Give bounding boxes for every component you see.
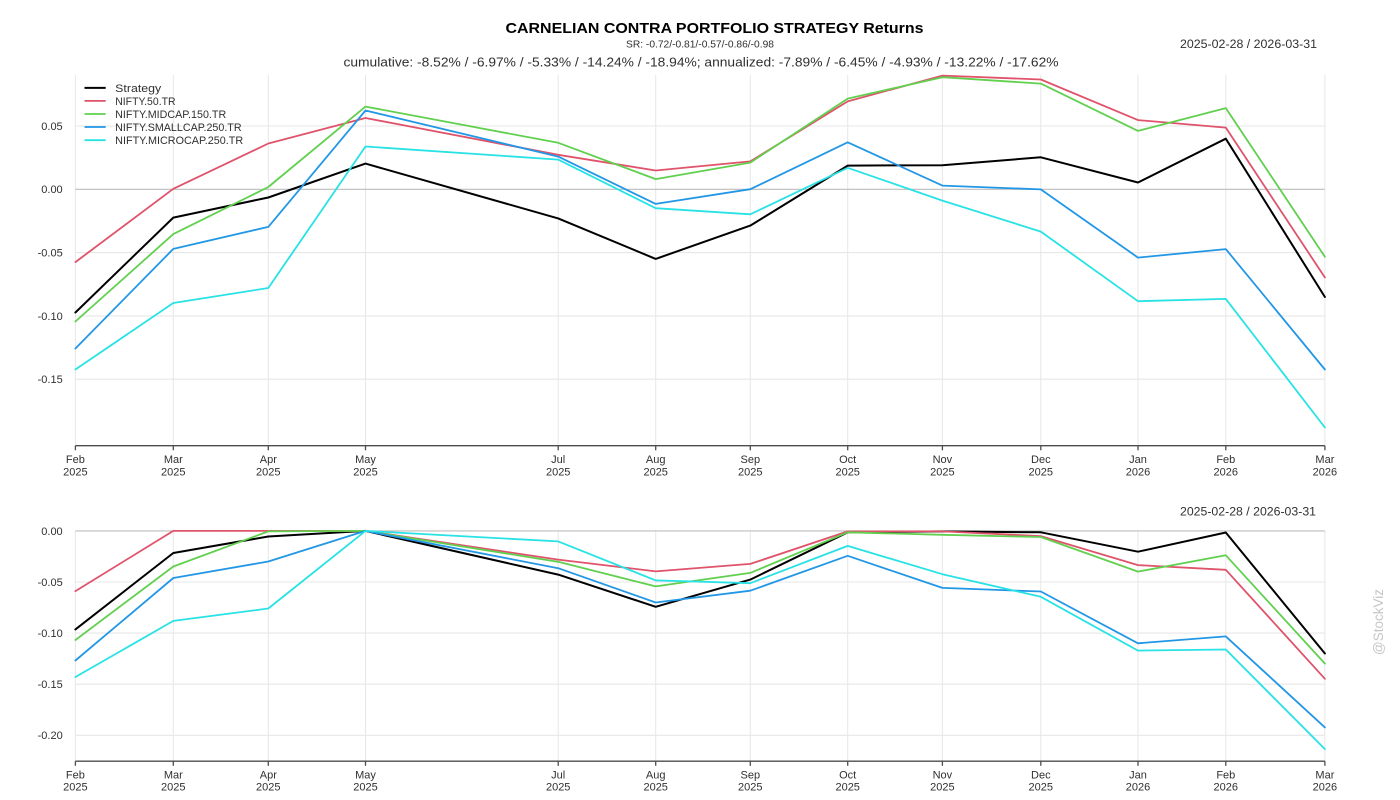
- svg-text:-0.05: -0.05: [38, 577, 63, 589]
- svg-text:2025: 2025: [643, 466, 667, 478]
- svg-text:Feb: Feb: [1216, 770, 1235, 782]
- svg-text:2025-02-28 / 2026-03-31: 2025-02-28 / 2026-03-31: [1180, 505, 1316, 519]
- svg-text:0.05: 0.05: [41, 121, 62, 133]
- svg-text:2025: 2025: [546, 466, 570, 478]
- svg-text:2026: 2026: [1126, 782, 1150, 794]
- svg-text:Jan: Jan: [1129, 770, 1147, 782]
- svg-text:2025: 2025: [930, 466, 954, 478]
- svg-text:2025: 2025: [738, 466, 762, 478]
- svg-text:2025: 2025: [1029, 782, 1053, 794]
- svg-text:Sep: Sep: [741, 770, 761, 782]
- svg-text:Dec: Dec: [1031, 454, 1051, 466]
- svg-text:2026: 2026: [1126, 466, 1150, 478]
- svg-text:SR: -0.72/-0.81/-0.57/-0.86/-0: SR: -0.72/-0.81/-0.57/-0.86/-0.98: [626, 40, 774, 51]
- svg-text:May: May: [355, 454, 376, 466]
- svg-text:cumulative: -8.52% / -6.97% /: cumulative: -8.52% / -6.97% / -5.33% / -…: [344, 55, 1059, 70]
- svg-text:Feb: Feb: [1216, 454, 1235, 466]
- svg-text:2025: 2025: [546, 782, 570, 794]
- svg-text:Jul: Jul: [551, 770, 565, 782]
- svg-text:Nov: Nov: [933, 454, 953, 466]
- svg-text:-0.20: -0.20: [38, 730, 63, 742]
- svg-text:2025: 2025: [353, 782, 377, 794]
- svg-text:CARNELIAN CONTRA PORTFOLIO STR: CARNELIAN CONTRA PORTFOLIO STRATEGY Retu…: [506, 20, 924, 37]
- svg-text:NIFTY.MIDCAP.150.TR: NIFTY.MIDCAP.150.TR: [115, 109, 226, 121]
- svg-text:-0.10: -0.10: [38, 311, 63, 323]
- svg-text:Strategy: Strategy: [115, 83, 162, 95]
- svg-text:2025: 2025: [930, 782, 954, 794]
- svg-text:Mar: Mar: [1315, 454, 1334, 466]
- svg-text:Apr: Apr: [260, 770, 277, 782]
- svg-text:Oct: Oct: [839, 770, 856, 782]
- svg-text:2026: 2026: [1214, 782, 1238, 794]
- svg-text:-0.10: -0.10: [38, 628, 63, 640]
- svg-text:0.00: 0.00: [41, 184, 62, 196]
- svg-text:Dec: Dec: [1031, 770, 1051, 782]
- svg-text:2025: 2025: [161, 782, 185, 794]
- svg-text:Mar: Mar: [1315, 770, 1334, 782]
- svg-text:2025: 2025: [643, 782, 667, 794]
- svg-text:2026: 2026: [1313, 782, 1337, 794]
- svg-text:Mar: Mar: [164, 770, 183, 782]
- svg-text:NIFTY.MICROCAP.250.TR: NIFTY.MICROCAP.250.TR: [115, 135, 243, 147]
- svg-text:2025: 2025: [835, 466, 859, 478]
- svg-text:May: May: [355, 770, 376, 782]
- svg-text:2025: 2025: [63, 782, 87, 794]
- svg-text:-0.05: -0.05: [38, 248, 63, 260]
- svg-text:Nov: Nov: [933, 770, 953, 782]
- svg-text:Mar: Mar: [164, 454, 183, 466]
- svg-text:2025: 2025: [1029, 466, 1053, 478]
- svg-text:2025: 2025: [161, 466, 185, 478]
- svg-text:2026: 2026: [1313, 466, 1337, 478]
- svg-text:2025: 2025: [353, 466, 377, 478]
- svg-text:2026: 2026: [1214, 466, 1238, 478]
- svg-text:@StockViz: @StockViz: [1371, 589, 1386, 655]
- svg-text:-0.15: -0.15: [38, 374, 63, 386]
- svg-text:Sep: Sep: [741, 454, 761, 466]
- svg-text:Feb: Feb: [66, 770, 85, 782]
- svg-text:Jul: Jul: [551, 454, 565, 466]
- svg-text:NIFTY.50.TR: NIFTY.50.TR: [115, 96, 176, 108]
- svg-text:Oct: Oct: [839, 454, 856, 466]
- svg-text:NIFTY.SMALLCAP.250.TR: NIFTY.SMALLCAP.250.TR: [115, 122, 242, 134]
- svg-text:2025: 2025: [835, 782, 859, 794]
- svg-text:2025: 2025: [256, 466, 280, 478]
- svg-text:Aug: Aug: [646, 454, 666, 466]
- svg-text:2025-02-28 / 2026-03-31: 2025-02-28 / 2026-03-31: [1180, 37, 1317, 51]
- svg-text:Aug: Aug: [646, 770, 666, 782]
- svg-text:0.00: 0.00: [41, 526, 62, 538]
- svg-text:2025: 2025: [63, 466, 87, 478]
- svg-text:-0.15: -0.15: [38, 679, 63, 691]
- svg-text:Feb: Feb: [66, 454, 85, 466]
- svg-text:2025: 2025: [738, 782, 762, 794]
- svg-text:2025: 2025: [256, 782, 280, 794]
- svg-text:Apr: Apr: [260, 454, 277, 466]
- svg-text:Jan: Jan: [1129, 454, 1147, 466]
